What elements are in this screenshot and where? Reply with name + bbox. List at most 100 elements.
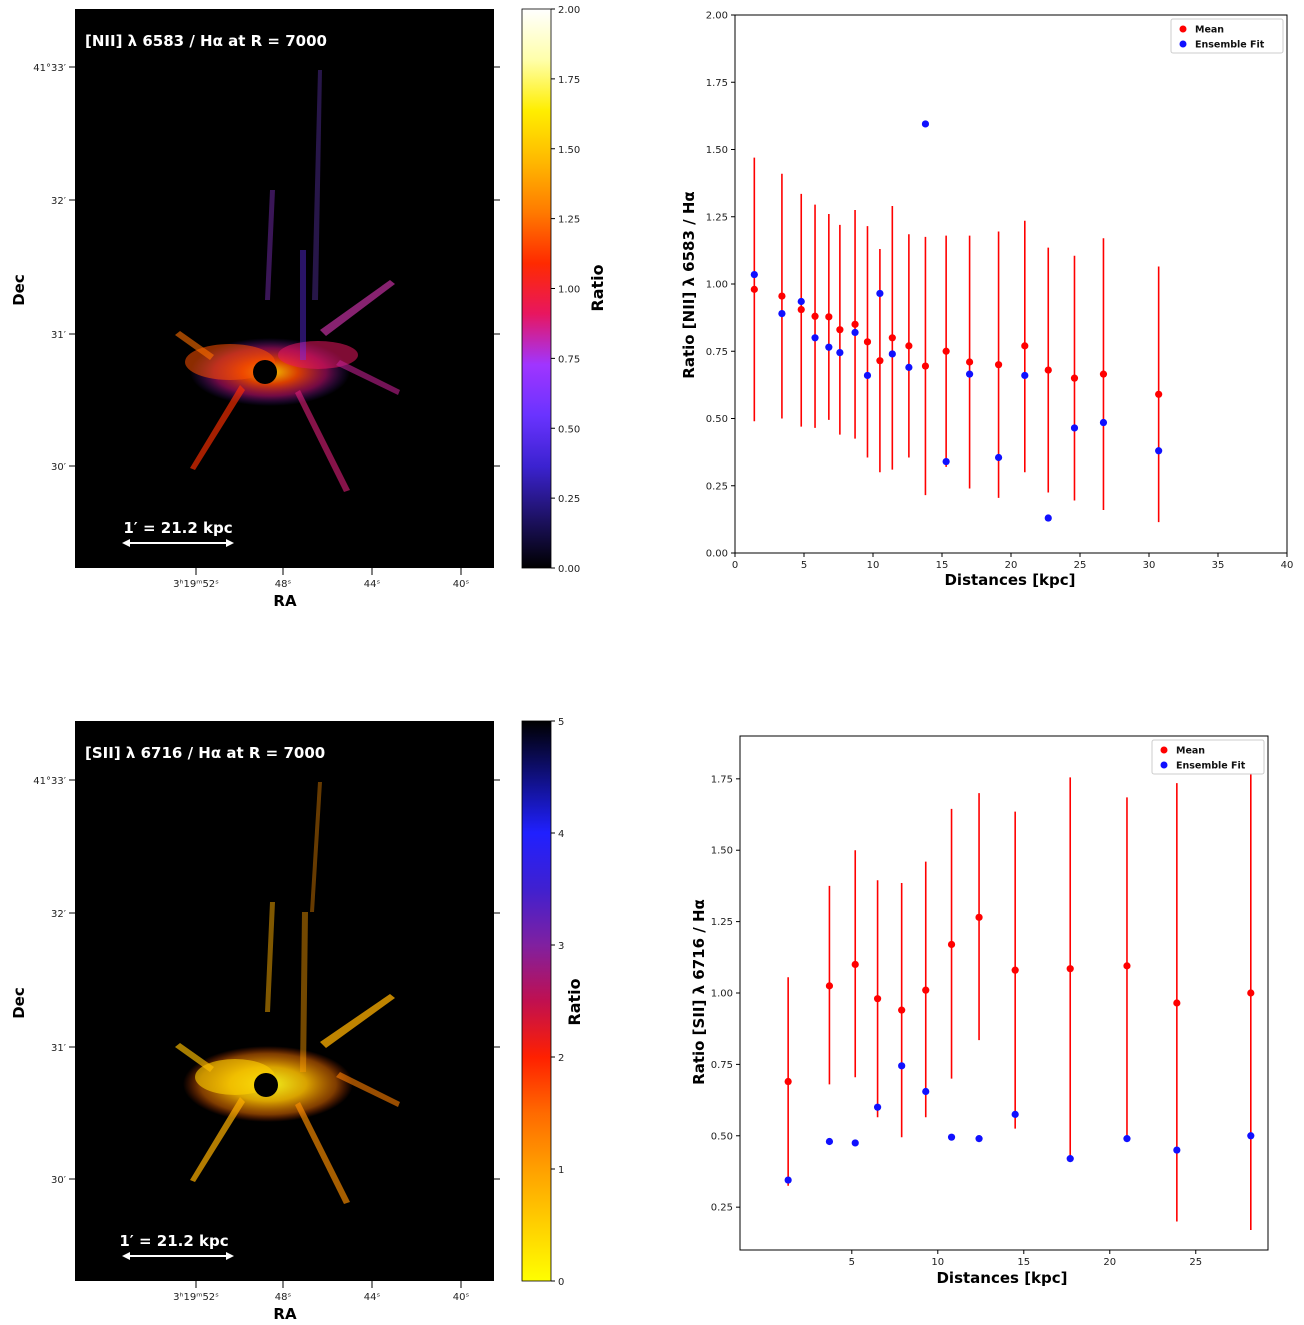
svg-text:48ˢ: 48ˢ [275, 579, 292, 590]
data-point [1099, 418, 1108, 427]
dec-axis-label: Dec [10, 987, 28, 1019]
dec-axis-label: Dec [10, 274, 28, 306]
data-point [947, 940, 956, 949]
emission-filaments [175, 782, 400, 1204]
series-mean [784, 764, 1255, 1231]
x-tick-label: 5 [849, 1257, 855, 1268]
data-point [836, 326, 844, 334]
data-point [1155, 390, 1163, 398]
svg-text:40ˢ: 40ˢ [453, 1292, 470, 1303]
data-point [1173, 1146, 1181, 1154]
legend: Mean Ensemble Fit [1151, 739, 1265, 775]
data-point [922, 986, 930, 994]
data-point [811, 312, 819, 320]
svg-text:1′ = 21.2 kpc: 1′ = 21.2 kpc [119, 1232, 228, 1250]
colorbar-tick-label: 3 [558, 941, 564, 952]
data-point [797, 305, 805, 314]
legend-marker [1179, 40, 1187, 48]
y-tick-label: 0.25 [706, 481, 728, 492]
emission-filaments [175, 70, 400, 492]
map-image [75, 721, 494, 1281]
x-tick-label: 5 [801, 560, 807, 571]
colorbar-tick-label: 5 [558, 717, 564, 728]
colorbar-tick-label: 1.75 [558, 75, 580, 86]
data-point [921, 362, 930, 370]
data-point [888, 350, 896, 358]
y-tick-label: 0.25 [711, 1203, 733, 1214]
scale-bar: 1′ = 21.2 kpc [122, 519, 234, 547]
data-point [905, 363, 913, 371]
map-title: [NII] λ 6583 / Hα at R = 7000 [85, 32, 327, 50]
svg-text:1′ = 21.2 kpc: 1′ = 21.2 kpc [123, 519, 232, 537]
scale-bar: 1′ = 21.2 kpc [119, 1232, 234, 1260]
data-point [873, 1103, 882, 1111]
colorbar-tick-label: 1.50 [558, 145, 580, 156]
data-point [898, 1062, 906, 1070]
data-point [1070, 374, 1079, 382]
y-axis-label: Ratio [SII] λ 6716 / Hα [690, 899, 708, 1085]
svg-text:41°33′: 41°33′ [33, 63, 66, 74]
data-point [784, 1077, 792, 1086]
data-point [922, 1087, 930, 1096]
y-tick-label: 1.25 [706, 212, 728, 223]
y-tick-label: 1.25 [711, 917, 733, 928]
data-point [750, 285, 758, 293]
x-tick-label: 20 [1103, 1257, 1116, 1268]
plot-frame [734, 14, 1288, 554]
data-point [1011, 1110, 1019, 1118]
x-tick-label: 10 [867, 560, 880, 571]
data-point [1021, 371, 1029, 380]
data-point [876, 289, 884, 298]
data-point [1155, 447, 1163, 455]
plot-frame [739, 735, 1269, 1251]
y-tick-label: 2.00 [706, 11, 728, 22]
svg-text:31′: 31′ [51, 1043, 67, 1054]
data-point [1123, 1135, 1131, 1143]
data-point [994, 361, 1003, 369]
series-mean [750, 157, 1163, 523]
dec-tick-labels: 41°33′ 32′ 31′ 30′ [33, 63, 66, 473]
map-image [75, 9, 494, 568]
colorbar-tick-label: 1.00 [558, 285, 580, 296]
x-tick-label: 35 [1212, 560, 1225, 571]
x-tick-label: 25 [1189, 1257, 1202, 1268]
svg-text:32′: 32′ [51, 909, 67, 920]
data-point [975, 913, 983, 921]
colorbar-tick-label: 4 [558, 829, 564, 840]
svg-text:3ʰ19ᵐ52ˢ: 3ʰ19ᵐ52ˢ [173, 1292, 219, 1303]
data-point [1099, 370, 1108, 378]
y-tick-label: 0.50 [711, 1131, 733, 1142]
data-point [1247, 989, 1255, 997]
svg-text:44ˢ: 44ˢ [364, 1292, 381, 1303]
series-ensemble-fit [784, 1062, 1255, 1184]
y-tick-label: 1.75 [706, 78, 728, 89]
data-point [836, 348, 844, 357]
data-point [825, 982, 834, 990]
x-tick-label: 0 [732, 560, 738, 571]
x-axis-label: Distances [kpc] [944, 571, 1075, 589]
legend-label: Mean [1176, 746, 1205, 757]
data-point [863, 338, 872, 346]
svg-text:48ˢ: 48ˢ [275, 1292, 292, 1303]
ra-axis-label: RA [273, 592, 297, 610]
data-point [898, 1006, 906, 1014]
data-point [966, 358, 974, 366]
data-point [1066, 965, 1074, 973]
data-point [1123, 962, 1131, 970]
nii-scatter-chart: Ratio [NII] λ 6583 / Hα Distances [kpc] … [680, 11, 1293, 590]
colorbar-ticks: 2.00 1.75 1.50 1.25 1.00 0.75 0.50 0.25 0.00 [551, 5, 580, 575]
y-tick-label: 1.00 [706, 280, 728, 291]
data-point [851, 328, 859, 337]
colorbar [521, 8, 552, 569]
data-point [876, 357, 884, 365]
data-point [851, 960, 859, 969]
data-point [921, 120, 930, 128]
data-point [851, 320, 859, 328]
data-point [811, 334, 819, 342]
map-title: [SII] λ 6716 / Hα at R = 7000 [85, 744, 325, 762]
data-point [942, 347, 950, 355]
data-point [873, 995, 882, 1003]
colorbar-tick-label: 1.25 [558, 215, 580, 226]
nii-ratio-map-panel: [NII] λ 6583 / Hα at R = 7000 1′ = 21.2 … [10, 5, 607, 610]
colorbar-tick-label: 0.00 [558, 564, 580, 575]
